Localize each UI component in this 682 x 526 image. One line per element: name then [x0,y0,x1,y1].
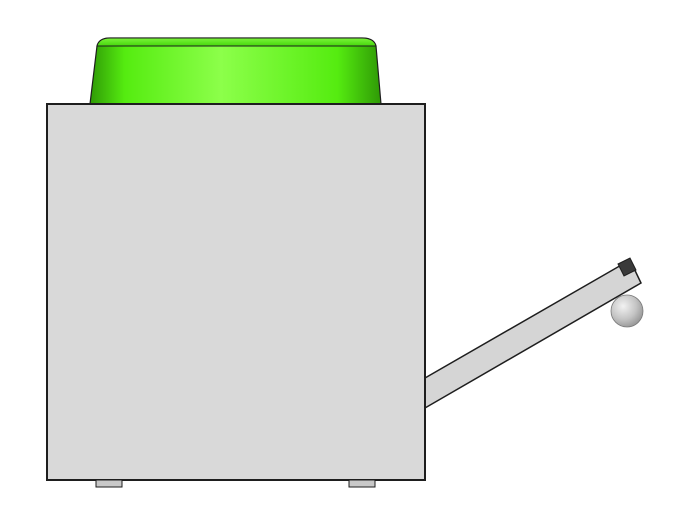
lever-arm [424,257,642,410]
sphere-knob [610,294,644,328]
foot-right [348,479,376,488]
gray-box [46,103,426,481]
green-button [89,37,382,105]
foot-left [95,479,123,488]
